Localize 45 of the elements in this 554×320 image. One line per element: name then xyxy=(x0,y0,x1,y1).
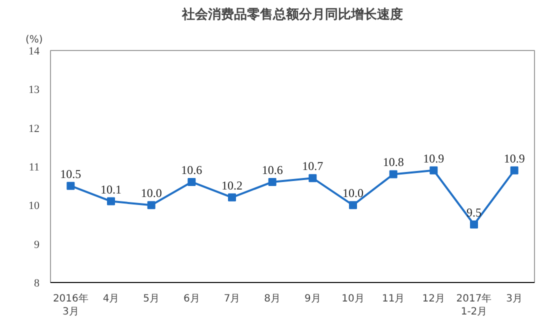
x-tick-label: 6月 xyxy=(183,294,200,304)
point xyxy=(430,166,438,174)
data-label: 10.9 xyxy=(504,151,525,166)
x-tick-label: 8月 xyxy=(264,294,281,304)
x-tick-label: 2016年 3月 xyxy=(52,292,88,318)
y-tick-label: 8 xyxy=(34,278,40,290)
chart-title: 社会消费品零售总额分月同比增长速度 xyxy=(181,6,403,22)
y-tick-label: 11 xyxy=(28,162,40,174)
data-label: 10.2 xyxy=(222,178,242,192)
x-tick-label: 2017年 1-2月 xyxy=(456,292,492,318)
y-tick-label: 12 xyxy=(28,122,40,135)
point xyxy=(308,174,317,182)
x-tick-label: 5月 xyxy=(143,294,160,304)
y-tick-label: 13 xyxy=(28,84,40,96)
data-label: 10.8 xyxy=(382,155,404,170)
point xyxy=(389,170,398,178)
point xyxy=(228,193,236,202)
point xyxy=(268,178,276,186)
data-label: 10.7 xyxy=(302,159,324,174)
y-tick-label: 9 xyxy=(34,238,40,251)
point xyxy=(188,178,196,186)
x-tick-label: 4月 xyxy=(102,294,120,304)
x-tick-label: 10月 xyxy=(342,294,364,304)
point xyxy=(349,201,357,210)
y-tick-label: 14 xyxy=(28,46,40,58)
x-tick-label: 9月 xyxy=(304,294,321,304)
x-tick-label: 11月 xyxy=(382,294,405,304)
x-tick-label: 3月 xyxy=(506,294,523,304)
point xyxy=(66,182,75,190)
point xyxy=(510,166,518,174)
data-label: 10.0 xyxy=(140,186,162,200)
x-tick-label: 7月 xyxy=(224,294,240,304)
data-label: 9.5 xyxy=(466,206,482,220)
data-label: 10.6 xyxy=(262,162,283,177)
data-label: 10.1 xyxy=(100,182,122,196)
data-label: 10.9 xyxy=(423,151,444,166)
y-axis-title: (%) xyxy=(26,34,43,46)
point xyxy=(147,201,156,210)
point xyxy=(470,220,478,228)
point xyxy=(107,197,115,206)
data-label: 10.6 xyxy=(181,162,202,177)
data-label: 10.0 xyxy=(342,186,364,200)
x-tick-label: 12月 xyxy=(422,294,446,304)
data-label: 10.5 xyxy=(60,166,82,181)
y-tick-label: 10 xyxy=(28,200,40,212)
